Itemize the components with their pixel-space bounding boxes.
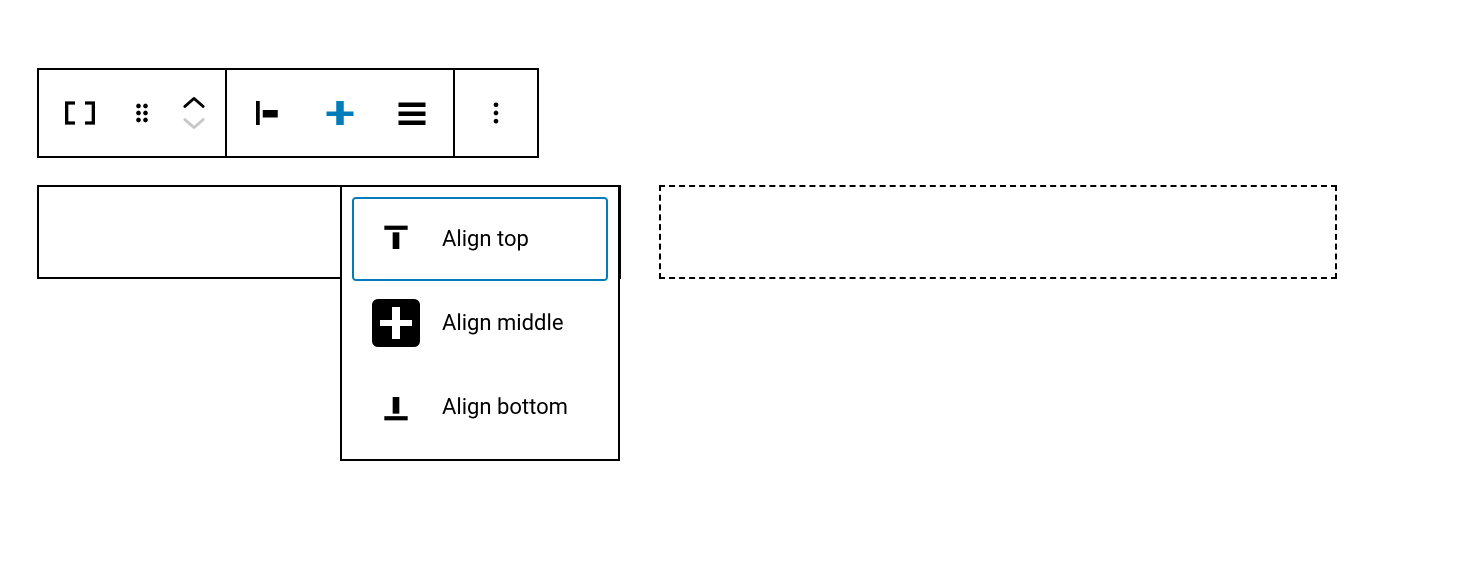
drag-icon (128, 99, 156, 127)
column-placeholder[interactable] (659, 185, 1337, 279)
menu-item-align-top[interactable]: Align top (352, 197, 608, 281)
chevron-down-icon (180, 115, 208, 131)
align-left-button[interactable] (233, 70, 303, 156)
more-vertical-icon (482, 99, 510, 127)
align-middle-icon (372, 299, 420, 347)
vertical-align-button[interactable] (305, 70, 375, 156)
block-toolbar (37, 68, 539, 158)
menu-item-align-middle[interactable]: Align middle (352, 281, 608, 365)
align-bottom-icon (372, 383, 420, 431)
block-type-button[interactable] (45, 70, 115, 156)
vertical-align-middle-icon (322, 95, 358, 131)
move-down-button[interactable] (180, 115, 208, 131)
columns-icon (60, 93, 100, 133)
menu-item-label: Align bottom (442, 395, 568, 420)
menu-item-label: Align top (442, 227, 529, 252)
menu-item-align-bottom[interactable]: Align bottom (352, 365, 608, 449)
chevron-up-icon (180, 95, 208, 111)
toolbar-group-align (227, 70, 455, 156)
drag-handle[interactable] (117, 70, 167, 156)
align-top-icon (372, 215, 420, 263)
toolbar-group-block (39, 70, 227, 156)
move-up-button[interactable] (180, 95, 208, 111)
more-options-button[interactable] (461, 70, 531, 156)
align-left-icon (250, 95, 286, 131)
vertical-align-dropdown: Align top Align middle Align bottom (340, 185, 620, 461)
justify-button[interactable] (377, 70, 447, 156)
menu-item-label: Align middle (442, 311, 563, 336)
justify-icon (394, 95, 430, 131)
block-movers (169, 70, 219, 156)
toolbar-group-more (455, 70, 537, 156)
